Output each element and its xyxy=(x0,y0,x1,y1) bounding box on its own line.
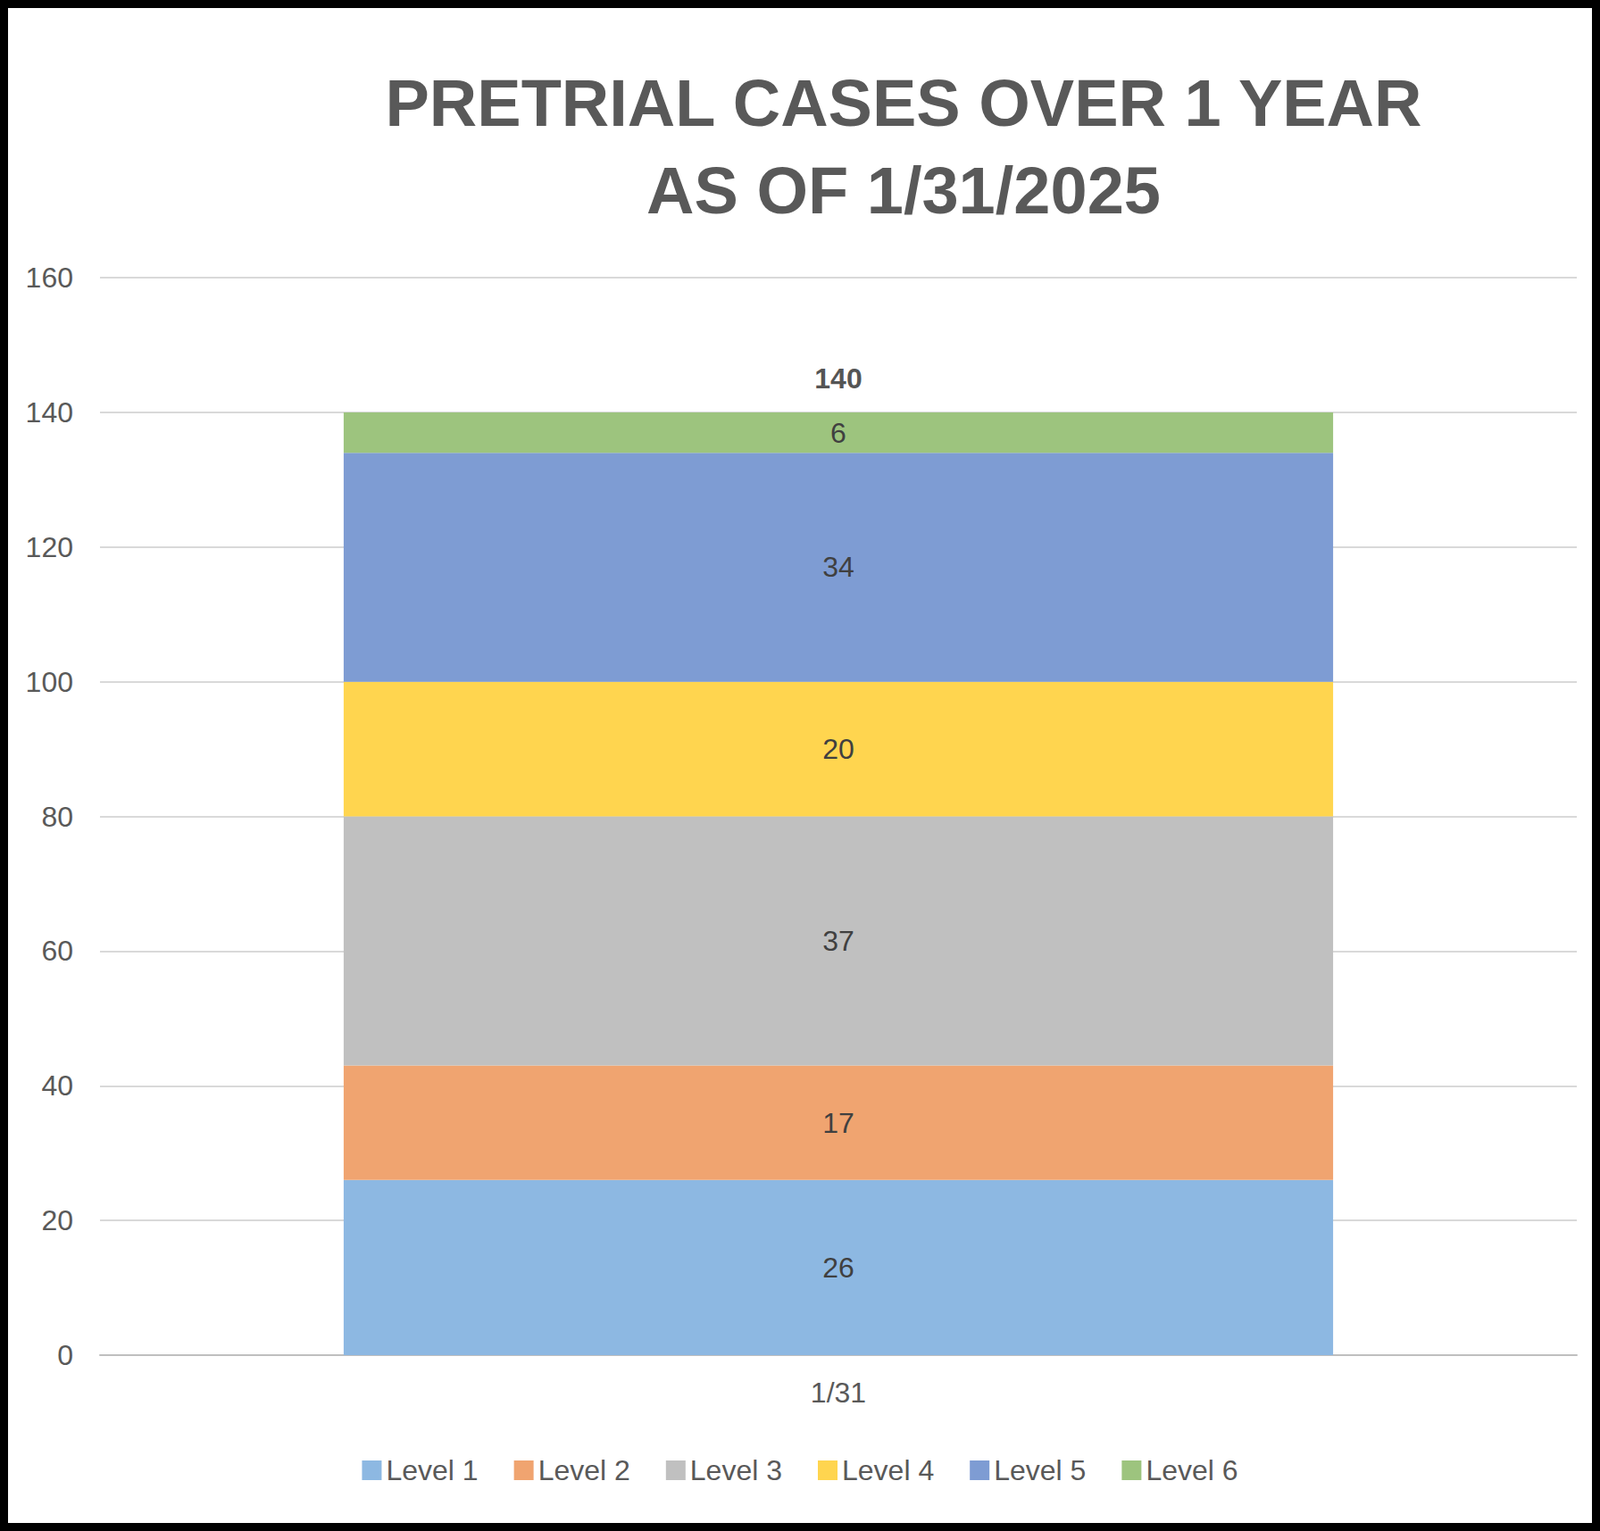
svg-text:1/31: 1/31 xyxy=(810,1376,867,1409)
svg-text:26: 26 xyxy=(822,1251,855,1284)
svg-text:Level 3: Level 3 xyxy=(690,1454,783,1487)
svg-text:37: 37 xyxy=(822,925,855,958)
svg-text:PRETRIAL CASES OVER 1 YEAR: PRETRIAL CASES OVER 1 YEAR xyxy=(385,66,1423,141)
svg-text:Level 1: Level 1 xyxy=(385,1454,478,1487)
svg-text:6: 6 xyxy=(830,416,847,450)
svg-text:34: 34 xyxy=(822,550,855,584)
svg-text:80: 80 xyxy=(41,800,74,834)
svg-text:120: 120 xyxy=(25,531,74,564)
svg-text:17: 17 xyxy=(822,1107,855,1140)
svg-text:140: 140 xyxy=(814,362,862,395)
svg-text:Level 6: Level 6 xyxy=(1145,1454,1238,1487)
svg-text:60: 60 xyxy=(41,934,74,967)
svg-text:140: 140 xyxy=(25,396,74,429)
svg-text:Level 5: Level 5 xyxy=(993,1454,1086,1487)
svg-text:Level 4: Level 4 xyxy=(841,1454,934,1487)
svg-text:20: 20 xyxy=(41,1204,74,1237)
svg-text:0: 0 xyxy=(57,1339,74,1372)
svg-text:AS OF 1/31/2025: AS OF 1/31/2025 xyxy=(646,153,1161,228)
svg-text:100: 100 xyxy=(25,666,74,699)
svg-text:20: 20 xyxy=(822,733,855,766)
svg-text:Level 2: Level 2 xyxy=(538,1454,631,1487)
svg-text:40: 40 xyxy=(41,1069,74,1102)
svg-text:160: 160 xyxy=(25,261,74,294)
